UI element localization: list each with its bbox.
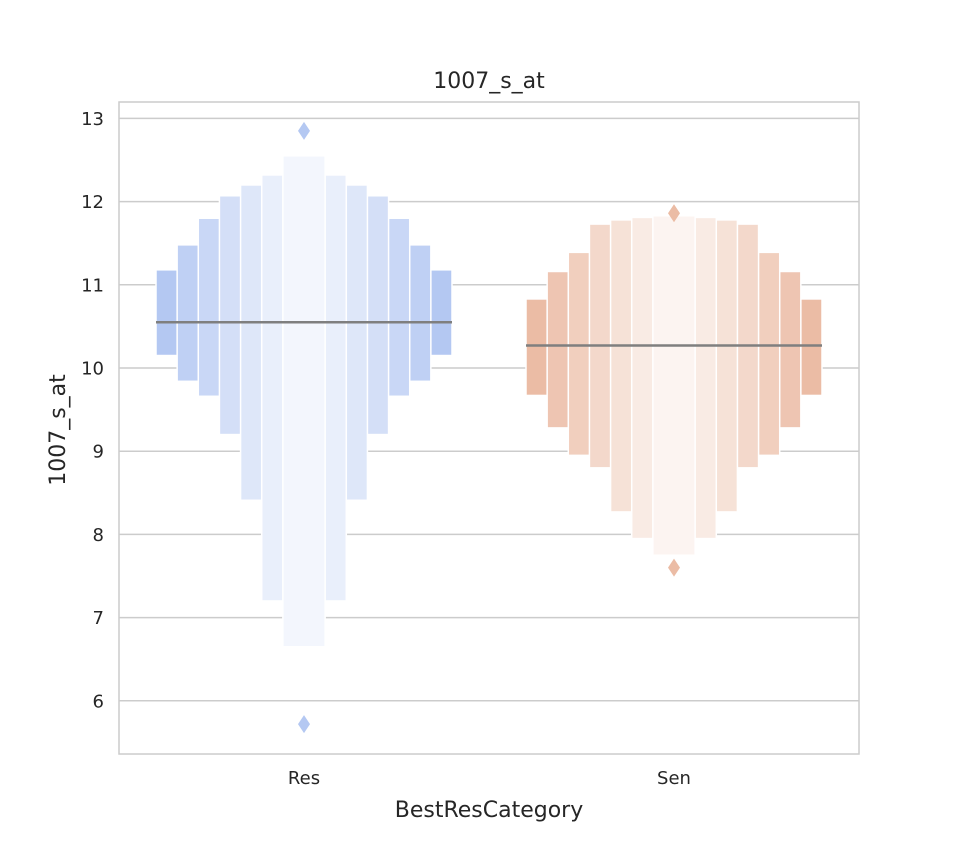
xtick-layer: Res Sen <box>288 768 691 789</box>
x-tick-label: Sen <box>657 768 691 789</box>
y-tick-label: 13 <box>81 109 104 130</box>
series-sen <box>525 204 823 577</box>
y-tick-label: 6 <box>93 691 104 712</box>
series-res <box>155 121 453 734</box>
plot-frame <box>118 101 860 755</box>
box-layer <box>155 121 823 734</box>
y-tick-label: 12 <box>81 192 104 213</box>
y-tick-label: 7 <box>93 608 104 629</box>
x-tick-label: Res <box>288 768 320 789</box>
outlier-point <box>668 204 680 223</box>
box-level-7 <box>652 214 696 556</box>
y-tick-label: 11 <box>81 275 104 296</box>
y-tick-label: 9 <box>93 442 104 463</box>
y-tick-label: 10 <box>81 359 104 380</box>
ytick-layer: 6 7 8 9 10 11 12 13 <box>81 109 104 712</box>
outlier-point <box>298 715 310 734</box>
x-axis-title: BestResCategory <box>395 798 584 823</box>
chart-title: 1007_s_at <box>433 69 545 94</box>
box-level-7 <box>282 155 326 648</box>
outlier-point <box>298 121 310 140</box>
outlier-point <box>668 558 680 577</box>
y-tick-label: 8 <box>93 525 104 546</box>
y-axis-title: 1007_s_at <box>46 374 71 486</box>
